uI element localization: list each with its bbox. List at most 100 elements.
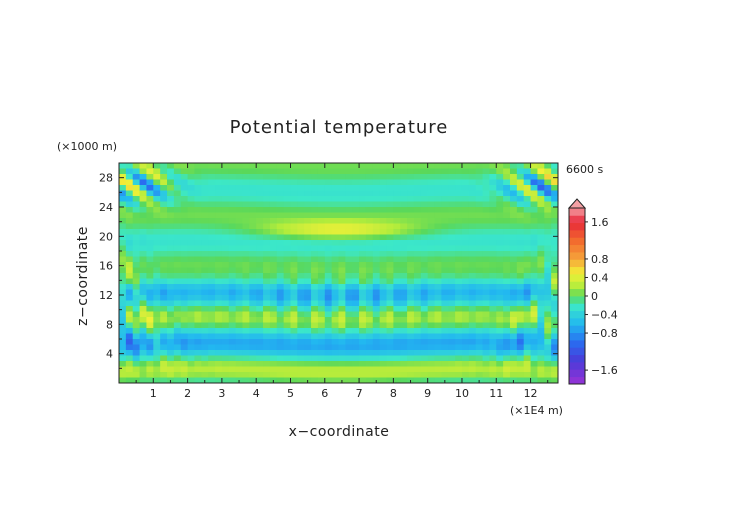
heatmap-cell — [180, 267, 189, 274]
x-tick-label: 10 — [455, 387, 469, 400]
heatmap-cell — [290, 223, 298, 230]
heatmap-cell — [441, 361, 449, 368]
heatmap-cell — [297, 190, 305, 197]
heatmap-cell — [413, 361, 422, 368]
heatmap-cell — [160, 289, 168, 296]
heatmap-cell — [173, 201, 182, 208]
heatmap-cell — [544, 372, 552, 379]
heatmap-cell — [160, 344, 168, 351]
heatmap-cell — [516, 163, 525, 170]
heatmap-cell — [215, 300, 223, 307]
heatmap-cell — [516, 339, 525, 346]
heatmap-cell — [235, 278, 244, 285]
heatmap-cell — [160, 350, 168, 357]
heatmap-cell — [311, 201, 319, 208]
heatmap-cell — [228, 218, 237, 225]
heatmap-cell — [338, 267, 346, 274]
heatmap-cell — [153, 185, 161, 192]
heatmap-cell — [365, 350, 374, 357]
heatmap-cell — [180, 372, 189, 379]
heatmap-cell — [400, 256, 408, 263]
heatmap-cell — [276, 163, 285, 170]
heatmap-cell — [215, 350, 223, 357]
heatmap-cell — [119, 333, 127, 340]
heatmap-cell — [530, 289, 539, 296]
colorbar-label: −1.6 — [591, 364, 618, 377]
heatmap-cell — [173, 306, 182, 313]
heatmap-cell — [297, 273, 305, 280]
heatmap-cell — [249, 289, 257, 296]
heatmap-cell — [516, 300, 525, 307]
heatmap-cell — [407, 245, 415, 252]
heatmap-cell — [194, 179, 202, 186]
heatmap-cell — [331, 284, 340, 291]
heatmap-cell — [146, 201, 154, 208]
heatmap-cell — [393, 333, 401, 340]
heatmap-cell — [269, 179, 278, 186]
heatmap-cell — [311, 256, 319, 263]
heatmap-cell — [434, 306, 442, 313]
heatmap-cell — [297, 366, 305, 373]
heatmap-cell — [119, 350, 127, 357]
heatmap-cell — [537, 372, 545, 379]
heatmap-cell — [221, 179, 230, 186]
heatmap-cell — [516, 361, 525, 368]
heatmap-cell — [235, 328, 244, 335]
heatmap-cell — [482, 240, 491, 247]
heatmap-cell — [523, 163, 532, 170]
heatmap-cell — [304, 185, 312, 192]
heatmap-cell — [290, 344, 298, 351]
heatmap-cell — [434, 350, 442, 357]
heatmap-cell — [208, 344, 216, 351]
heatmap-cell — [221, 168, 230, 175]
heatmap-cell — [283, 361, 292, 368]
heatmap-cell — [180, 366, 189, 373]
heatmap-cell — [468, 218, 477, 225]
heatmap-cell — [509, 262, 518, 269]
heatmap-cell — [400, 339, 408, 346]
heatmap-cell — [304, 201, 312, 208]
heatmap-cell — [407, 333, 415, 340]
heatmap-cell — [420, 267, 429, 274]
heatmap-cell — [283, 196, 292, 203]
heatmap-cell — [180, 339, 189, 346]
heatmap-cell — [489, 245, 497, 252]
heatmap-cell — [427, 240, 436, 247]
heatmap-cell — [455, 229, 463, 236]
heatmap-cell — [434, 168, 442, 175]
heatmap-cell — [132, 361, 141, 368]
heatmap-cell — [475, 223, 484, 230]
heatmap-cell — [379, 218, 388, 225]
heatmap-cell — [153, 229, 161, 236]
heatmap-cell — [413, 223, 422, 230]
heatmap-cell — [242, 207, 250, 214]
heatmap-cell — [235, 234, 244, 241]
heatmap-cell — [304, 267, 312, 274]
heatmap-cell — [276, 377, 285, 383]
heatmap-cell — [537, 163, 545, 170]
heatmap-cell — [503, 295, 511, 302]
heatmap-cell — [119, 218, 127, 225]
heatmap-cell — [160, 333, 168, 340]
heatmap-cell — [537, 317, 545, 324]
heatmap-cell — [379, 273, 388, 280]
heatmap-cell — [153, 168, 161, 175]
heatmap-cell — [194, 218, 202, 225]
heatmap-cell — [304, 179, 312, 186]
heatmap-cell — [352, 223, 360, 230]
heatmap-cell — [509, 339, 518, 346]
heatmap-cell — [208, 317, 216, 324]
heatmap-cell — [180, 190, 189, 197]
heatmap-cell — [516, 262, 525, 269]
heatmap-cell — [441, 273, 449, 280]
colorbar-top-arrow — [567, 198, 587, 209]
heatmap-cell — [379, 361, 388, 368]
heatmap-cell — [160, 245, 168, 252]
heatmap-cell — [379, 295, 388, 302]
heatmap-cell — [503, 350, 511, 357]
heatmap-cell — [420, 212, 429, 219]
heatmap-cell — [146, 377, 154, 383]
heatmap-cell — [317, 322, 326, 329]
heatmap-cell — [420, 256, 429, 263]
heatmap-cell — [489, 273, 497, 280]
